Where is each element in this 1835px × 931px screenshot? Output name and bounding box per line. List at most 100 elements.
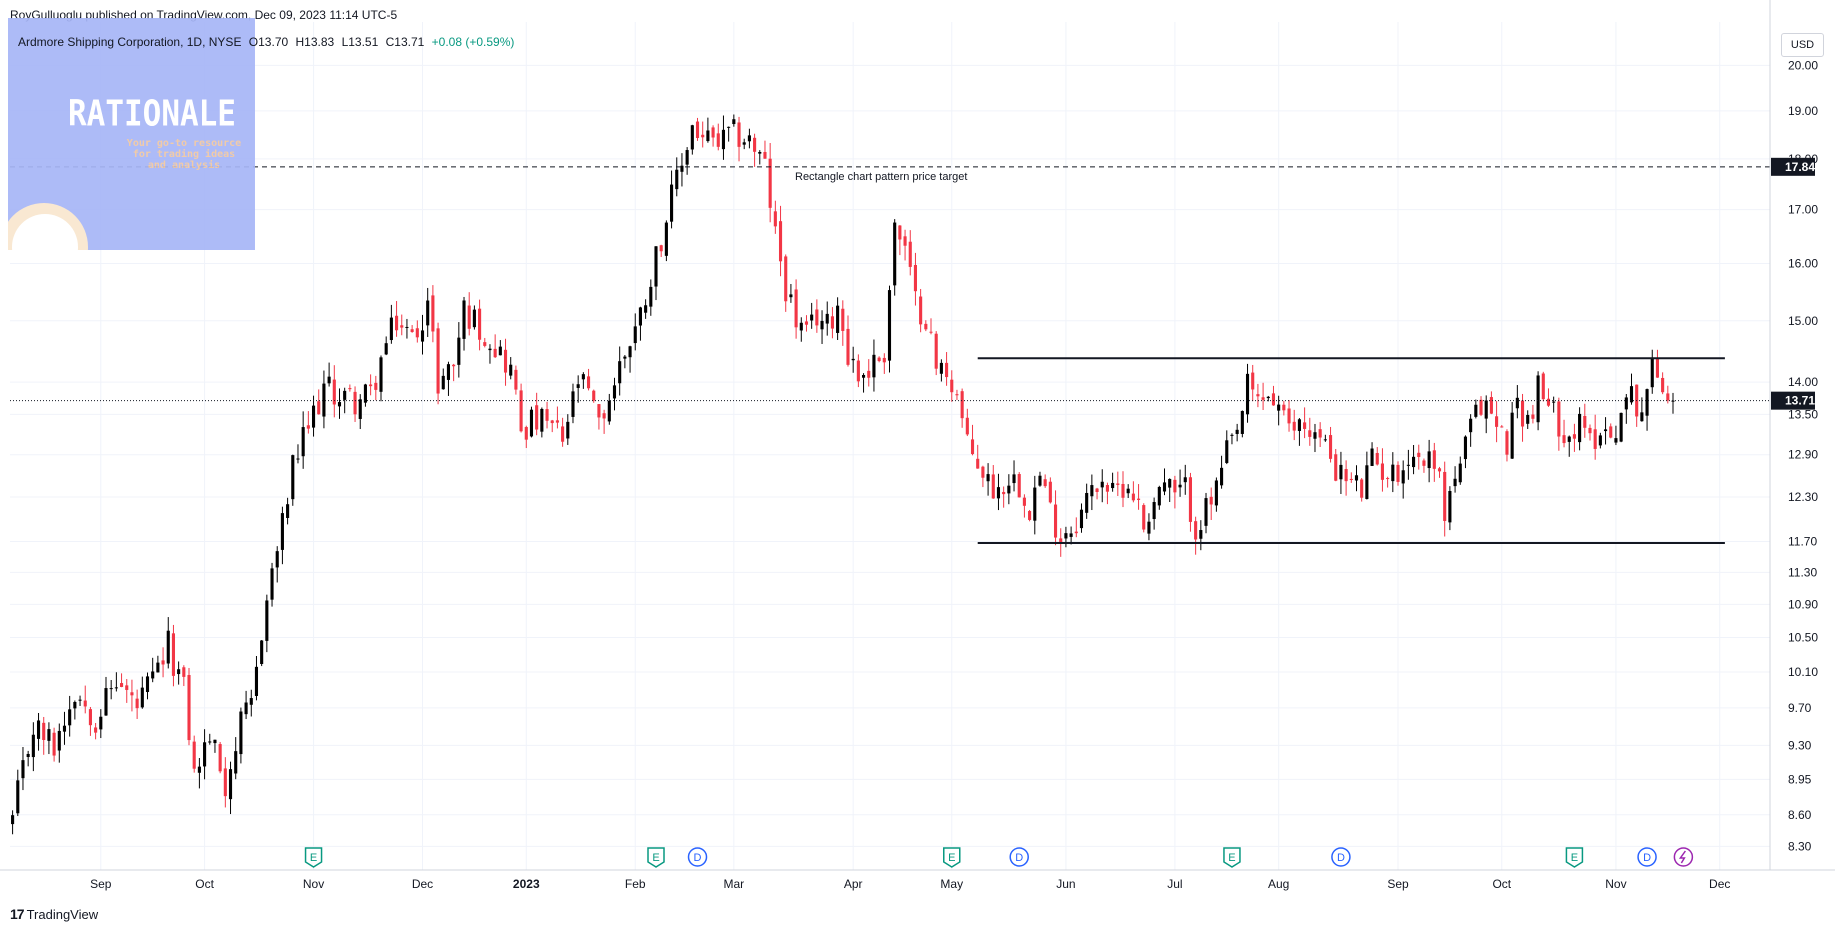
logo-tagline-1: Your go-to resource [126, 138, 242, 149]
candle-body [322, 383, 326, 417]
candle-body [856, 360, 860, 382]
candle-body [1365, 465, 1369, 499]
candle-body [1629, 386, 1634, 403]
candle-body [1173, 479, 1177, 493]
candle-body [571, 391, 575, 417]
x-tick-label: Mar [724, 877, 745, 891]
candle-body [275, 551, 279, 568]
earnings-marker-label: E [1228, 852, 1235, 864]
symbol-name: Ardmore Shipping Corporation, 1D, NYSE [18, 35, 242, 49]
candle-body [197, 766, 201, 773]
candle-body [851, 358, 855, 361]
candle-body [286, 504, 290, 518]
x-tick-label: Jul [1167, 877, 1182, 891]
earnings-marker-label: E [948, 852, 955, 864]
change-value: +0.08 (+0.59%) [431, 35, 515, 49]
candle-body [898, 225, 902, 240]
candle-body [1334, 454, 1338, 481]
y-tick-label: 12.30 [1788, 490, 1818, 504]
candle-body [1178, 484, 1182, 488]
candle-body [706, 130, 710, 142]
candle-body [1313, 432, 1317, 439]
x-tick-label: Oct [1492, 877, 1511, 891]
candle-body [1194, 521, 1198, 540]
candle-body [887, 290, 892, 361]
candle-body [78, 699, 82, 701]
candle-body [996, 487, 1001, 499]
candle-body [566, 421, 570, 439]
candle-body [83, 700, 87, 707]
candle-body [836, 305, 840, 333]
x-tick-label: Sep [1387, 877, 1409, 891]
candle-body [810, 314, 814, 321]
candle-body [1261, 397, 1265, 400]
candle-body [670, 184, 674, 222]
candle-body [472, 309, 476, 328]
candle-body [1515, 397, 1519, 409]
candle-body [908, 241, 912, 267]
open-value: O13.70 [248, 35, 289, 49]
candle-body [1370, 448, 1374, 466]
candle-body [1567, 436, 1571, 442]
candle-body [280, 513, 284, 550]
candle-body [1603, 429, 1608, 432]
symbol-legend[interactable]: Ardmore Shipping Corporation, 1D, NYSE O… [18, 35, 518, 49]
candle-body [1043, 479, 1047, 487]
y-tick-label: 11.30 [1788, 565, 1817, 579]
candle-body [1137, 498, 1141, 500]
tradingview-brand[interactable]: 17 TradingView [10, 906, 98, 922]
candle-body [1562, 435, 1566, 444]
candle-body [73, 701, 77, 709]
candle-body [493, 348, 497, 358]
brand-label: TradingView [26, 906, 99, 922]
candle-body [1204, 498, 1208, 526]
candle-body [1495, 416, 1499, 427]
candle-body [1484, 400, 1488, 419]
candle-body [1458, 463, 1462, 483]
candle-body [343, 390, 347, 400]
candle-body [431, 295, 435, 332]
candle-body [638, 307, 642, 326]
candle-body [514, 369, 518, 390]
close-value: C13.71 [385, 35, 425, 49]
candle-body [503, 349, 508, 373]
candle-body [1500, 426, 1504, 428]
candle-body [1546, 398, 1551, 406]
candle-body [369, 384, 373, 387]
candle-body [239, 711, 243, 755]
candle-body [94, 727, 98, 733]
candle-body [1256, 394, 1260, 397]
candle-body [187, 675, 191, 741]
candle-body [1121, 483, 1125, 498]
candle-body [882, 357, 886, 363]
candle-body [1609, 426, 1613, 438]
x-tick-label: Sep [90, 877, 112, 891]
candle-body [1552, 401, 1556, 403]
candle-body [1448, 491, 1452, 523]
y-tick-label: 16.00 [1788, 256, 1818, 270]
time-axis[interactable]: Sep Oct Nov Dec 2023 Feb Mar Apr May Jun Jul Aug Sep… [0, 869, 1835, 891]
y-tick-label: 17.00 [1788, 203, 1818, 217]
currency-selector[interactable]: USD [1781, 33, 1824, 57]
candle-body [1339, 464, 1343, 480]
candle-body [1183, 477, 1187, 483]
candle-body [763, 151, 767, 159]
last-price-label: 13.71 [1785, 394, 1815, 408]
candle-body [1230, 434, 1234, 436]
y-tick-label: 20.00 [1788, 58, 1818, 72]
candle-body [254, 666, 259, 696]
x-tick-label: Dec [1709, 877, 1730, 891]
candle-body [1100, 481, 1104, 488]
earnings-marker-icon [1565, 847, 1584, 868]
candle-body [478, 308, 482, 340]
x-tick-label: Oct [195, 877, 214, 891]
candle-body [1469, 418, 1473, 433]
candle-body [550, 420, 554, 424]
candle-body [1583, 415, 1587, 428]
x-tick-label: May [940, 877, 963, 891]
candle-body [628, 346, 632, 358]
candle-body [711, 127, 715, 138]
price-axis[interactable]: 20.0019.0018.0017.0016.0015.0014.0013.50… [1769, 0, 1818, 870]
